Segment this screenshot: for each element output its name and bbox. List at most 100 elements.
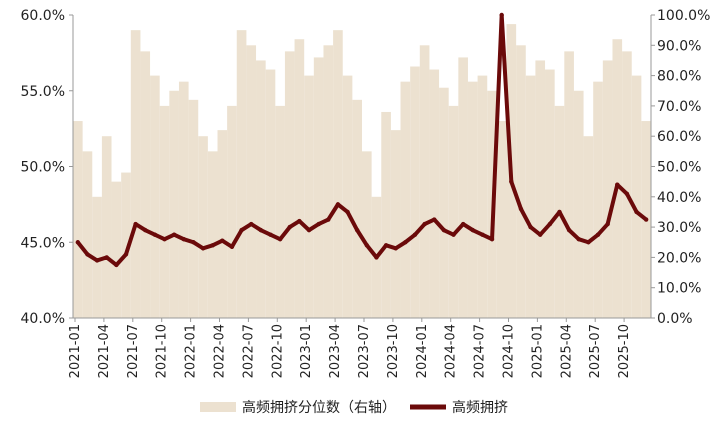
area-bar bbox=[622, 51, 632, 319]
x-tick-label: 2025-01 bbox=[530, 324, 545, 378]
line-point bbox=[335, 202, 341, 207]
line-point bbox=[605, 221, 610, 227]
area-bar bbox=[564, 51, 574, 319]
line-point bbox=[518, 206, 524, 212]
x-tick-label: 2023-07 bbox=[357, 324, 372, 378]
area-bar bbox=[390, 130, 401, 318]
area-bar bbox=[121, 172, 131, 318]
area-bar bbox=[236, 30, 247, 319]
line-point bbox=[191, 240, 196, 245]
legend-area-swatch bbox=[200, 402, 236, 412]
line-point bbox=[643, 217, 649, 222]
line-point bbox=[94, 258, 100, 263]
area-bar bbox=[140, 51, 151, 319]
left-tick-label: 40.0% bbox=[21, 311, 65, 327]
x-tick-label: 2024-01 bbox=[415, 324, 430, 378]
x-tick-label: 2021-01 bbox=[68, 324, 83, 378]
line-point bbox=[287, 224, 292, 230]
right-tick-label: 80.0% bbox=[657, 69, 701, 85]
area-bar bbox=[381, 111, 391, 319]
line-point bbox=[489, 237, 495, 242]
line-point bbox=[268, 232, 273, 237]
area-bar bbox=[227, 105, 237, 319]
left-tick-label: 50.0% bbox=[21, 160, 65, 176]
left-tick-label: 55.0% bbox=[21, 84, 65, 100]
line-point bbox=[171, 232, 177, 237]
area-bar bbox=[593, 81, 603, 318]
area-bar bbox=[439, 87, 449, 318]
line-point bbox=[162, 237, 167, 242]
x-tick-label: 2023-01 bbox=[299, 324, 314, 378]
x-tick-label: 2025-04 bbox=[559, 324, 574, 378]
line-point bbox=[615, 182, 620, 187]
x-axis-ticks: 2021-01 2021-04 2021-07 2021-10 2022-01 2022-… bbox=[68, 318, 632, 378]
area-bar bbox=[516, 45, 526, 319]
area-bar bbox=[583, 136, 594, 318]
area-bar bbox=[275, 105, 285, 319]
area-bar bbox=[82, 151, 93, 318]
line-point bbox=[200, 246, 206, 251]
area-bar bbox=[342, 75, 353, 318]
area-bar bbox=[188, 99, 199, 318]
right-tick-label: 20.0% bbox=[657, 250, 701, 266]
line-point bbox=[509, 179, 514, 184]
line-point bbox=[576, 237, 581, 242]
area-bar bbox=[602, 60, 613, 318]
area-bar bbox=[265, 69, 276, 318]
area-bar bbox=[400, 81, 411, 318]
x-tick-label: 2025-07 bbox=[588, 324, 603, 378]
area-bar bbox=[535, 60, 546, 318]
right-tick-label: 50.0% bbox=[657, 160, 701, 176]
area-bar bbox=[284, 51, 295, 319]
area-bar bbox=[304, 75, 314, 318]
line-point bbox=[114, 262, 119, 268]
x-tick-label: 2022-10 bbox=[270, 324, 285, 378]
area-bar bbox=[217, 130, 228, 318]
line-point bbox=[210, 243, 215, 248]
line-point bbox=[354, 227, 360, 233]
line-point bbox=[566, 227, 572, 233]
line-point bbox=[547, 221, 553, 227]
right-tick-label: 10.0% bbox=[657, 281, 701, 297]
right-tick-label: 0.0% bbox=[657, 311, 693, 327]
area-bar bbox=[458, 57, 468, 319]
line-point bbox=[422, 221, 427, 227]
area-bar bbox=[246, 45, 257, 319]
area-bar bbox=[631, 75, 642, 318]
line-point bbox=[624, 191, 630, 196]
area-bar bbox=[545, 69, 555, 318]
x-tick-label: 2022-07 bbox=[241, 324, 256, 378]
area-bar bbox=[448, 105, 459, 319]
legend-area-label: 高频拥挤分位数（右轴） bbox=[242, 399, 396, 416]
area-bar bbox=[178, 81, 189, 318]
line-point bbox=[586, 240, 591, 245]
line-point bbox=[220, 238, 225, 243]
area-bar bbox=[111, 181, 122, 318]
area-bar bbox=[410, 66, 420, 318]
line-point bbox=[75, 240, 81, 245]
line-point bbox=[345, 209, 350, 215]
area-bar bbox=[467, 81, 478, 318]
line-point bbox=[441, 227, 447, 233]
area-bar bbox=[419, 45, 430, 319]
line-point bbox=[123, 252, 129, 257]
line-point bbox=[499, 12, 504, 18]
line-point bbox=[538, 232, 543, 237]
line-point bbox=[326, 217, 331, 222]
line-series bbox=[75, 12, 649, 268]
line-point bbox=[152, 232, 158, 237]
area-bar bbox=[323, 45, 334, 319]
area-series bbox=[73, 24, 651, 319]
area-bar bbox=[313, 57, 324, 319]
area-bar bbox=[612, 39, 623, 319]
line-point bbox=[528, 224, 533, 230]
area-bar bbox=[352, 99, 362, 318]
legend-line-label: 高频拥挤 bbox=[452, 399, 508, 416]
x-tick-label: 2022-04 bbox=[213, 324, 228, 378]
area-bar bbox=[207, 151, 218, 318]
line-point bbox=[104, 255, 109, 260]
line-point bbox=[451, 232, 456, 237]
x-tick-label: 2023-10 bbox=[386, 324, 401, 378]
area-bar bbox=[92, 196, 102, 318]
